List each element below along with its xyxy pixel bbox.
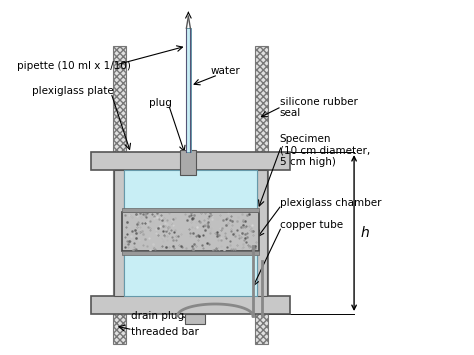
Text: h: h bbox=[360, 226, 369, 240]
Text: threaded bar: threaded bar bbox=[131, 327, 199, 337]
Bar bbox=[122, 208, 259, 212]
Text: water: water bbox=[210, 66, 240, 76]
Bar bbox=[181, 150, 196, 175]
Bar bbox=[122, 212, 259, 251]
Bar bbox=[122, 251, 259, 255]
Bar bbox=[114, 170, 124, 296]
Bar bbox=[91, 296, 290, 314]
Text: copper tube: copper tube bbox=[280, 220, 343, 230]
Bar bbox=[113, 46, 126, 344]
Text: plexiglass plate: plexiglass plate bbox=[32, 86, 113, 96]
Text: plug: plug bbox=[149, 98, 172, 108]
Bar bbox=[255, 46, 268, 344]
Text: Specimen
(10 cm diameter,
5 cm high): Specimen (10 cm diameter, 5 cm high) bbox=[280, 133, 370, 167]
Bar bbox=[186, 28, 191, 152]
Bar bbox=[91, 152, 290, 170]
Bar bbox=[185, 314, 205, 324]
Text: pipette (10 ml x 1/10): pipette (10 ml x 1/10) bbox=[17, 61, 131, 71]
Bar bbox=[124, 170, 257, 212]
Bar bbox=[257, 170, 267, 296]
Text: plexiglass chamber: plexiglass chamber bbox=[280, 198, 381, 208]
Text: silicone rubber
seal: silicone rubber seal bbox=[280, 97, 357, 118]
Text: drain plug: drain plug bbox=[131, 311, 184, 321]
Bar bbox=[124, 251, 257, 296]
